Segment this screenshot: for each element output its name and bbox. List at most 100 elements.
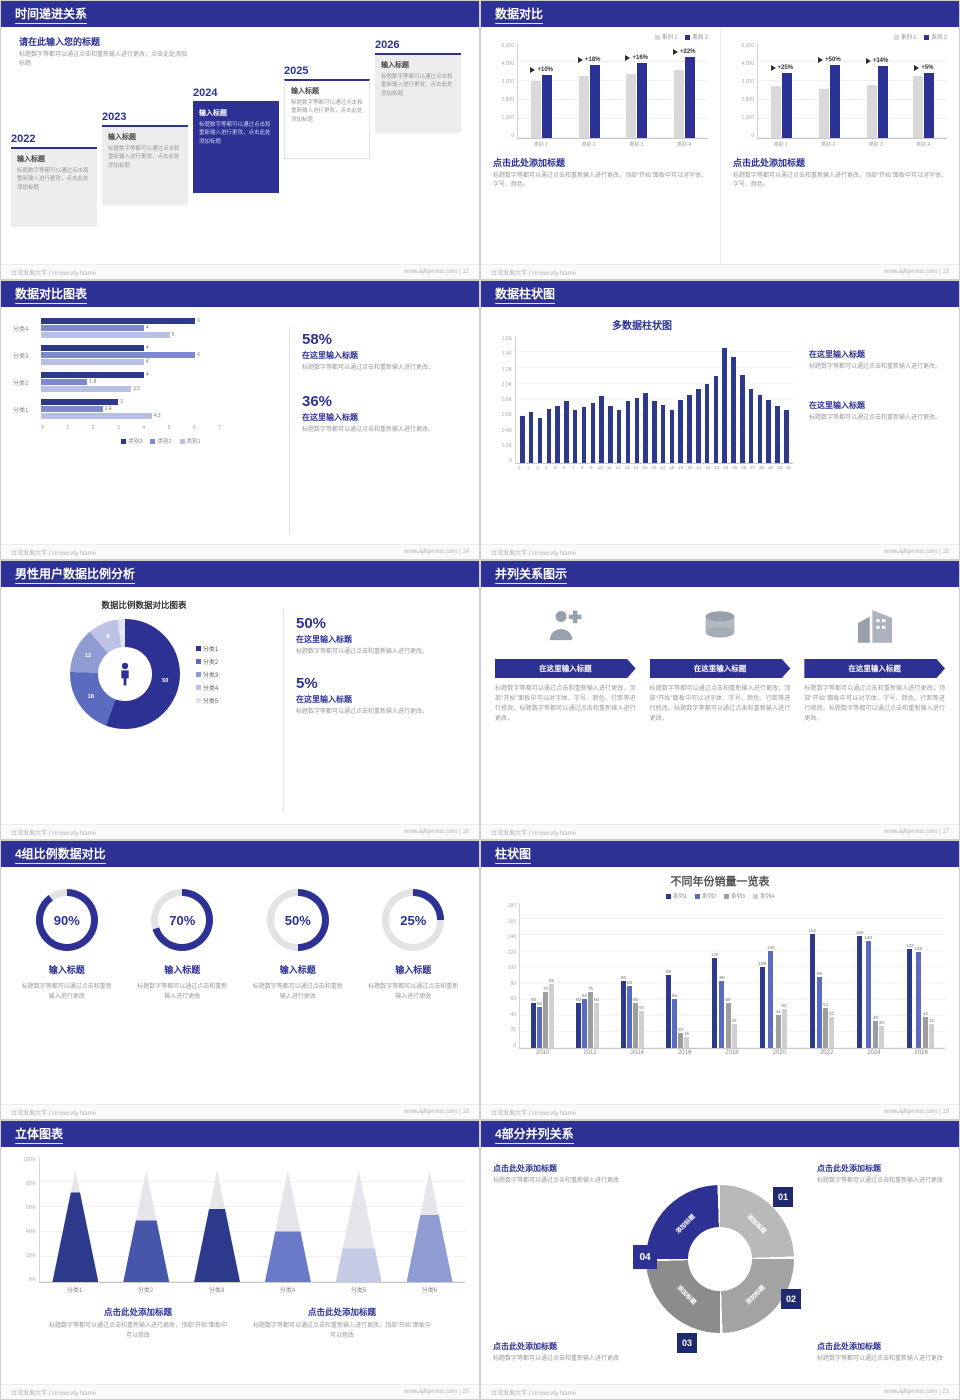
bar xyxy=(581,407,587,463)
bar-value: 1.8 xyxy=(89,379,97,385)
stat-body: 标题数字等都可以通过点击和重新输入进行更改 xyxy=(817,1178,944,1184)
slide-thumbnail-16[interactable]: 男性用户数据比例分析 数据比例数据对比图表 50 18 12 8 2 分类1 分类2 分类3… xyxy=(0,560,480,840)
bar-group: +5% xyxy=(913,43,935,138)
bars: 6 4 5 xyxy=(41,317,281,339)
footer-university: 台湾发展大学 | University Name xyxy=(491,1110,576,1117)
bar-column: 60 xyxy=(633,903,638,1048)
timeline-box-title: 输入标题 xyxy=(17,156,45,163)
bar xyxy=(775,1015,781,1048)
x-tick: 27 xyxy=(750,465,756,470)
footer-site-page: www.aptgenius.com | 20 xyxy=(404,1389,469,1395)
compare-content: 系列 1 系列 2 5,000 4,000 3,000 2,000 1,000 0 +10… xyxy=(481,27,959,264)
legend-label: 类别2 xyxy=(157,439,172,445)
timeline-stage: 请在此输入您的标题 标题数字等都可以通过点击和重新输入进行更改，点击此处添加标题… xyxy=(1,27,479,264)
flag-icon xyxy=(818,57,824,64)
stat-block: 5% 在这里输入标题 标题数字等都可以通过点击和重新输入进行更改。 xyxy=(296,675,467,717)
slide-thumbnail-20[interactable]: 立体图表 100% 80% 60% 40% 20% 0% 分类1 分类2 分类3 分类4 分类5 分… xyxy=(0,1120,480,1400)
series1-bar xyxy=(578,76,589,138)
cone xyxy=(52,1170,99,1282)
gauge-label: 输入标题 xyxy=(395,965,432,975)
bar-column xyxy=(696,388,701,463)
bar-column xyxy=(660,404,666,463)
legend-label: 分类5 xyxy=(202,698,219,705)
slide-thumbnail-15[interactable]: 数据柱状图 多数据柱状图 1.6K 1.4K 1.2K 1.0K 0.8K 0.6K 0.4… xyxy=(480,280,960,560)
legend-item: 系列1 xyxy=(665,892,687,900)
timeline-year: 2026 xyxy=(375,39,400,51)
bar-pair xyxy=(531,74,553,138)
y-axis-tick: 4,000 xyxy=(501,61,514,67)
bar-row: 6 xyxy=(41,352,281,358)
legend-swatch xyxy=(195,671,201,677)
legend-label: 系列 2 xyxy=(692,35,708,41)
category-label: 分类2 xyxy=(13,380,29,387)
legend-label: 系列4 xyxy=(760,894,775,900)
bar xyxy=(639,1010,645,1048)
gauge-body: 标题数字等都可以通过点击和重新输入进行更改 xyxy=(368,984,459,1000)
slide-thumbnail-18[interactable]: 4组比例数据对比 90% 输入标题 标题数字等都可以通过点击和重新输入进行更改 … xyxy=(0,840,480,1120)
legend-item: 系列 1 xyxy=(893,33,916,41)
slide-thumbnail-19[interactable]: 柱状图 不同年份销量一览表 系列1 系列2 系列3 系列4 180 160 140 120 1… xyxy=(480,840,960,1120)
footer-university: 台湾发展大学 | University Name xyxy=(491,270,576,277)
category-label: 分类3 xyxy=(13,353,29,360)
stat-block: 58% 在这里输入标题 标题数字等都可以通过点击和重新输入进行更改。 xyxy=(302,331,467,373)
flag-icon xyxy=(672,49,678,55)
bar xyxy=(41,413,152,419)
bar-row: 6 xyxy=(41,318,281,324)
year-label: 2014 xyxy=(630,1050,644,1056)
slide-title-bar: 数据对比 xyxy=(481,1,959,27)
bar xyxy=(722,348,727,463)
legend-item: 类别1 xyxy=(179,437,201,445)
gauges-content: 90% 输入标题 标题数字等都可以通过点击和重新输入进行更改 70% 输入标题 … xyxy=(1,867,479,1104)
footer-separator: | xyxy=(457,829,463,835)
bar-row: 3.5 xyxy=(41,386,281,392)
slide-title-bar: 4部分并列关系 xyxy=(481,1121,959,1147)
year-label: 2026 xyxy=(914,1050,928,1056)
stat-heading: 在这里输入标题 xyxy=(809,401,865,411)
bar-value: 108 xyxy=(758,961,766,966)
year-group: 152 95 53 42 xyxy=(808,903,834,1048)
growth-label: +16% xyxy=(625,55,648,62)
bar xyxy=(41,359,144,365)
y-axis-tick: 60% xyxy=(25,1205,36,1211)
bar xyxy=(748,388,754,463)
x-tick: 5 xyxy=(554,465,557,470)
bar xyxy=(781,1009,787,1048)
legend-label: 分类1 xyxy=(202,646,219,653)
cone xyxy=(264,1170,311,1282)
slide-footer: 台湾发展大学 | University Name www.aptgenius.c… xyxy=(1,544,479,559)
slide-thumbnail-17[interactable]: 并列关系图示 在这里输入标题 标题数字等都可以通过点击和重新输入进行更改，顶部“… xyxy=(480,560,960,840)
footer-site: www.aptgenius.com xyxy=(404,269,458,275)
series2-bar xyxy=(924,73,935,138)
x-tick: 11 xyxy=(606,465,612,470)
bar-pair xyxy=(578,65,600,138)
slide-thumbnail-21[interactable]: 4部分并列关系 点击此处添加标题 标题数字等都可以通过点击和重新输入进行更改 点… xyxy=(480,1120,960,1400)
bar-value: 42 xyxy=(829,1010,835,1016)
series2-bar xyxy=(782,73,793,138)
parallel-content: 在这里输入标题 标题数字等都可以通过点击和重新输入进行更改，顶部“开始”面板中可… xyxy=(481,587,959,824)
legend-label: 系列3 xyxy=(731,894,746,900)
growth-value: +18% xyxy=(584,57,601,64)
series2-bar xyxy=(542,74,553,138)
slide-thumbnail-14[interactable]: 数据对比图表 分类4 6 4 5 分类3 4 6 4 分类2 4 1.8 3.5 分类1 3 2.4 4.3 … xyxy=(0,280,480,560)
legend-item: 系列 2 xyxy=(924,33,947,41)
legend-swatch xyxy=(195,697,201,703)
gauge-card: 50% 输入标题 标题数字等都可以通过点击和重新输入进行更改 xyxy=(246,889,350,1104)
bar xyxy=(660,404,666,463)
y-axis-tick: 0.6K xyxy=(501,412,512,419)
stat-percent: 36% xyxy=(302,393,333,411)
legend-swatch xyxy=(654,35,660,41)
bar-column: 32 xyxy=(929,903,934,1048)
x-axis-tick: 0 xyxy=(41,425,44,431)
slide-thumbnail-13[interactable]: 数据对比 系列 1 系列 2 5,000 4,000 3,000 2,000 1,000… xyxy=(480,0,960,280)
bar-value: 52 xyxy=(781,1003,787,1008)
item-body: 标题数字等都可以通过点击和重新输入进行更改，顶部“开始”面板中可以对字体、字号、… xyxy=(804,686,946,722)
bar-column: 20 xyxy=(678,903,683,1048)
legend-label: 分类2 xyxy=(202,659,219,666)
bar-value: 60 xyxy=(575,997,581,1002)
x-tick: 17 xyxy=(660,465,666,470)
y-axis: 5,000 4,000 3,000 2,000 1,000 0 xyxy=(493,43,517,139)
timeline-year: 2023 xyxy=(102,111,127,123)
bar-column: 130 xyxy=(767,903,775,1048)
slide-thumbnail-12[interactable]: 时间递进关系 请在此输入您的标题 标题数字等都可以通过点击和重新输入进行更改，点… xyxy=(0,0,480,280)
